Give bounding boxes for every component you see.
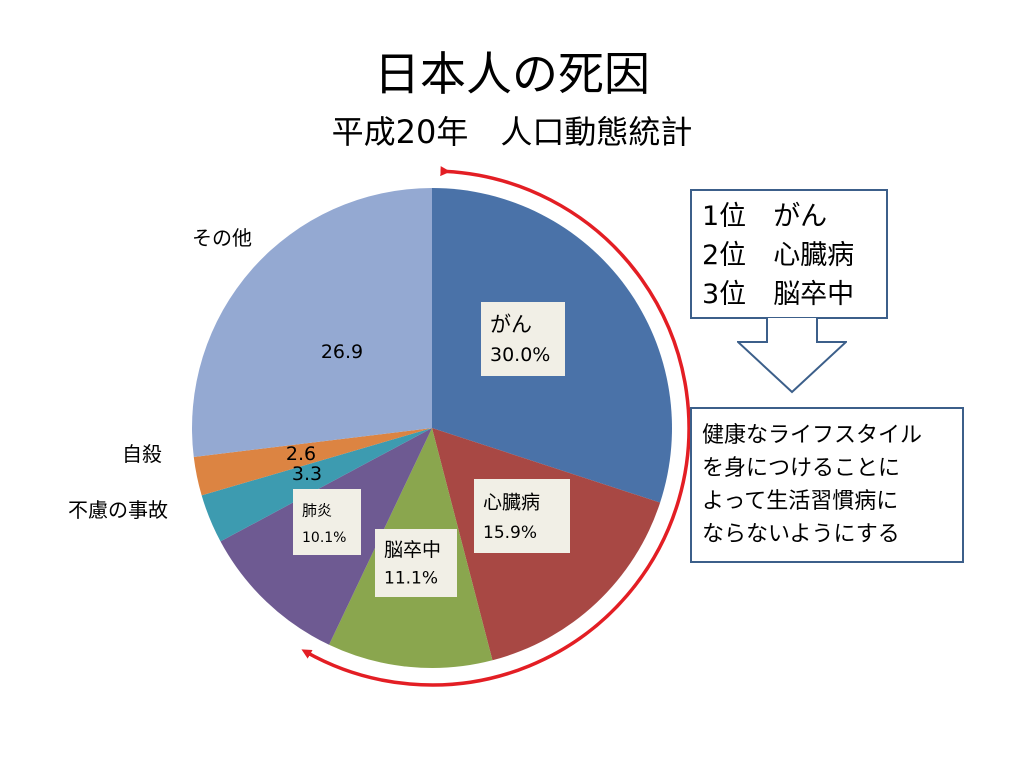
slice-category-label: 不慮の事故: [68, 498, 168, 522]
advice-line: よって生活習慣病に: [702, 489, 899, 514]
slice-value-label: 3.3: [292, 463, 322, 485]
slice-value-label: 30.0%: [490, 344, 550, 366]
rank-cause: 心臓病: [773, 240, 855, 271]
advice-line: ならないようにする: [702, 522, 900, 547]
slice-label: 脳卒中: [384, 539, 441, 561]
slice-label: 心臓病: [483, 492, 540, 514]
slice-label-box: [481, 302, 565, 376]
slice-category-label: その他: [192, 226, 252, 250]
rank-cause: 脳卒中: [773, 279, 855, 310]
slice-category-label: 自殺: [122, 442, 162, 466]
rank-number: 2位: [702, 240, 747, 271]
slice-value-label: 2.6: [286, 443, 316, 465]
rank-cause: がん: [773, 201, 828, 232]
slice-value-label: 26.9: [321, 341, 363, 363]
advice-line: を身につけることに: [702, 456, 901, 481]
advice-line: 健康なライフスタイル: [702, 423, 923, 448]
ranking-row: 3位 脳卒中: [702, 275, 886, 314]
clockwise-arrow: [301, 166, 691, 687]
down-arrow-icon: [737, 318, 847, 394]
ranking-row: 1位 がん: [702, 197, 886, 236]
ranking-box: 1位 がん 2位 心臓病 3位 脳卒中: [690, 189, 888, 319]
slice-label: がん: [490, 313, 532, 337]
rank-number: 3位: [702, 279, 747, 310]
rank-number: 1位: [702, 201, 747, 232]
slice-value-label: 11.1%: [384, 568, 438, 588]
slice-label: 肺炎: [302, 501, 332, 519]
ranking-row: 2位 心臓病: [702, 236, 886, 275]
chart-subtitle: 平成20年 人口動態統計: [331, 113, 693, 151]
advice-box: 健康なライフスタイル を身につけることに よって生活習慣病に ならないようにする: [690, 407, 964, 563]
chart-title: 日本人の死因: [374, 47, 650, 101]
slice-label-box: [474, 479, 570, 553]
slice-value-label: 15.9%: [483, 523, 537, 543]
slice-value-label: 10.1%: [302, 530, 346, 546]
